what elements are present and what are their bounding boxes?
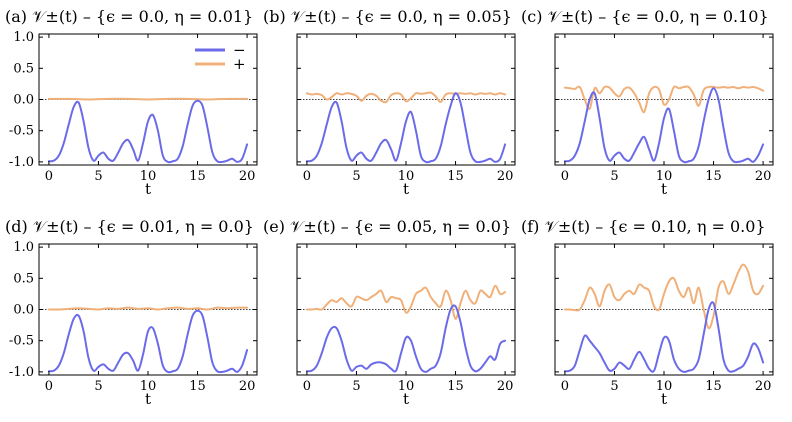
y-tick-label: 0.0 bbox=[13, 93, 34, 108]
x-tick-label: 5 bbox=[94, 379, 102, 394]
x-tick-label: 20 bbox=[239, 379, 256, 394]
panel-title: (d) 𝒱±(t) – {ϵ = 0.01, η = 0.0} bbox=[5, 217, 254, 236]
series-group bbox=[47, 97, 249, 164]
x-tick-label: 5 bbox=[610, 379, 618, 394]
x-axis-label: t bbox=[145, 390, 151, 408]
series-line-plus bbox=[47, 306, 249, 311]
series-group bbox=[563, 85, 765, 164]
x-tick-label: 15 bbox=[189, 169, 206, 184]
x-axis-label: t bbox=[661, 390, 667, 408]
x-axis-label: t bbox=[403, 180, 409, 198]
series-line-minus bbox=[47, 99, 249, 164]
y-tick-label: 1.0 bbox=[13, 240, 34, 255]
y-tick-label: 1.0 bbox=[13, 30, 34, 45]
x-tick-label: 10 bbox=[140, 169, 157, 184]
panel-e: (e) 𝒱±(t) – {ϵ = 0.05, η = 0.0} 0 5 10 15 20 t bbox=[263, 217, 516, 408]
series-group bbox=[47, 306, 249, 374]
x-tick-label: 0 bbox=[45, 169, 53, 184]
x-tick-label: 20 bbox=[239, 169, 256, 184]
x-tick-label: 10 bbox=[398, 169, 415, 184]
panel-b: (b) 𝒱±(t) – {ϵ = 0.0, η = 0.05} 0 5 10 15 20 t bbox=[263, 7, 516, 198]
x-tick-label: 0 bbox=[561, 169, 569, 184]
series-group bbox=[305, 284, 507, 373]
series-line-plus bbox=[305, 91, 507, 104]
x-tick-label: 5 bbox=[352, 169, 360, 184]
x-tick-label: 20 bbox=[497, 169, 514, 184]
panel-a: (a) 𝒱±(t) – {ϵ = 0.0, η = 0.01} 0 5 10 15 20 1… bbox=[5, 7, 258, 198]
panel-title: (e) 𝒱±(t) – {ϵ = 0.05, η = 0.0} bbox=[263, 217, 511, 236]
panel-title: (f) 𝒱±(t) – {ϵ = 0.10, η = 0.0} bbox=[521, 217, 766, 236]
x-tick-label: 0 bbox=[45, 379, 53, 394]
panel-f: (f) 𝒱±(t) – {ϵ = 0.10, η = 0.0} 0 5 10 15 20 t bbox=[521, 217, 774, 408]
x-tick-label: 10 bbox=[656, 379, 673, 394]
series-line-plus bbox=[305, 284, 507, 320]
panel-title: (c) 𝒱±(t) – {ϵ = 0.0, η = 0.10} bbox=[521, 7, 769, 26]
x-tick-label: 5 bbox=[352, 379, 360, 394]
x-tick-label: 0 bbox=[303, 169, 311, 184]
panel-title: (b) 𝒱±(t) – {ϵ = 0.0, η = 0.05} bbox=[263, 7, 512, 26]
series-line-minus bbox=[563, 87, 765, 164]
y-tick-label: -0.5 bbox=[9, 334, 34, 349]
x-tick-label: 15 bbox=[447, 379, 464, 394]
y-tick-label: -1.0 bbox=[9, 365, 34, 380]
y-tick-label: -1.0 bbox=[9, 155, 34, 170]
x-tick-label: 15 bbox=[705, 169, 722, 184]
x-tick-label: 0 bbox=[561, 379, 569, 394]
x-tick-label: 5 bbox=[94, 169, 102, 184]
y-tick-label: 0.5 bbox=[13, 271, 34, 286]
series-group bbox=[305, 91, 507, 164]
panel-d: (d) 𝒱±(t) – {ϵ = 0.01, η = 0.0} 0 5 10 15 20 1… bbox=[5, 217, 258, 408]
x-tick-label: 20 bbox=[755, 379, 772, 394]
series-line-plus bbox=[563, 85, 765, 114]
x-tick-label: 20 bbox=[755, 169, 772, 184]
y-tick-label: -0.5 bbox=[9, 124, 34, 139]
series-line-minus bbox=[305, 304, 507, 373]
legend-label: + bbox=[233, 55, 246, 73]
panel-title: (a) 𝒱±(t) – {ϵ = 0.0, η = 0.01} bbox=[5, 7, 253, 26]
x-tick-label: 15 bbox=[189, 379, 206, 394]
legend: −+ bbox=[195, 41, 246, 73]
x-tick-label: 10 bbox=[398, 379, 415, 394]
series-line-plus bbox=[47, 97, 249, 101]
x-axis-label: t bbox=[145, 180, 151, 198]
x-tick-label: 0 bbox=[303, 379, 311, 394]
series-line-minus bbox=[563, 301, 765, 373]
x-tick-label: 5 bbox=[610, 169, 618, 184]
panel-c: (c) 𝒱±(t) – {ϵ = 0.0, η = 0.10} 0 5 10 15 20 t bbox=[521, 7, 774, 198]
series-line-minus bbox=[47, 309, 249, 374]
x-tick-label: 15 bbox=[447, 169, 464, 184]
x-tick-label: 20 bbox=[497, 379, 514, 394]
y-tick-label: 0.0 bbox=[13, 303, 34, 318]
series-line-plus bbox=[563, 263, 765, 330]
x-tick-label: 15 bbox=[705, 379, 722, 394]
y-tick-label: 0.5 bbox=[13, 61, 34, 76]
x-axis-label: t bbox=[403, 390, 409, 408]
legend-label: − bbox=[233, 41, 246, 59]
x-tick-label: 10 bbox=[140, 379, 157, 394]
x-tick-label: 10 bbox=[656, 169, 673, 184]
series-line-minus bbox=[305, 92, 507, 164]
series-group bbox=[563, 263, 765, 373]
x-axis-label: t bbox=[661, 180, 667, 198]
